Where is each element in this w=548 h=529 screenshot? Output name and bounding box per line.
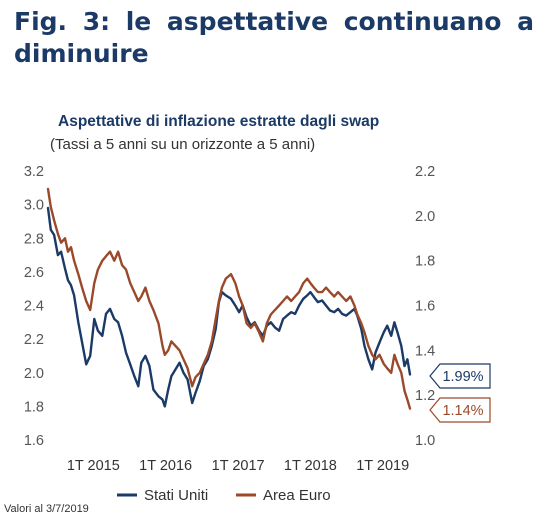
chart-title: Aspettative di inflazione estratte dagli… <box>58 113 380 130</box>
y-left-tick-label: 2.2 <box>24 332 44 348</box>
chart-subtitle: (Tassi a 5 anni su un orizzonte a 5 anni… <box>50 136 316 153</box>
y-right-tick-label: 1.6 <box>415 299 435 315</box>
eu-series-line <box>46 187 412 410</box>
y-left-tick-label: 1.8 <box>24 399 44 415</box>
y-left-tick-label: 2.8 <box>24 231 44 247</box>
figure-heading: Fig. 3: le aspettative continuano a dimi… <box>14 6 534 70</box>
legend-label-us: Stati Uniti <box>144 487 208 504</box>
y-left-tick-label: 3.0 <box>24 198 44 214</box>
y-right-tick-label: 1.4 <box>415 343 435 359</box>
y-right-tick-label: 2.2 <box>415 164 435 180</box>
us-end-callout-box <box>429 363 491 389</box>
y-right-tick-label: 1.2 <box>415 388 435 404</box>
y-right-tick-label: 1.8 <box>415 254 435 270</box>
y-left-tick-label: 2.6 <box>24 265 44 281</box>
y-right-tick-label: 2.0 <box>415 209 435 225</box>
legend-label-eu: Area Euro <box>263 487 331 504</box>
footnote-date: Valori al 3/7/2019 <box>4 503 89 515</box>
y-right-tick-label: 1.0 <box>415 433 435 449</box>
x-tick-label: 1T 2018 <box>284 458 337 474</box>
y-left-tick-label: 2.4 <box>24 299 44 315</box>
y-left-tick-label: 1.6 <box>24 433 44 449</box>
y-left-tick-label: 3.2 <box>24 164 44 180</box>
eu-end-callout-box <box>429 397 491 423</box>
eu-end-value-label: 1.14% <box>442 403 483 419</box>
x-tick-label: 1T 2017 <box>212 458 265 474</box>
figure-heading-line-1: Fig. 3: le aspettative continuano a <box>14 7 534 36</box>
x-tick-label: 1T 2019 <box>356 458 409 474</box>
figure-heading-line-2: diminuire <box>14 39 149 68</box>
y-left-tick-label: 2.0 <box>24 366 44 382</box>
x-tick-label: 1T 2015 <box>67 458 120 474</box>
us-end-value-label: 1.99% <box>442 369 483 385</box>
x-tick-label: 1T 2016 <box>139 458 192 474</box>
